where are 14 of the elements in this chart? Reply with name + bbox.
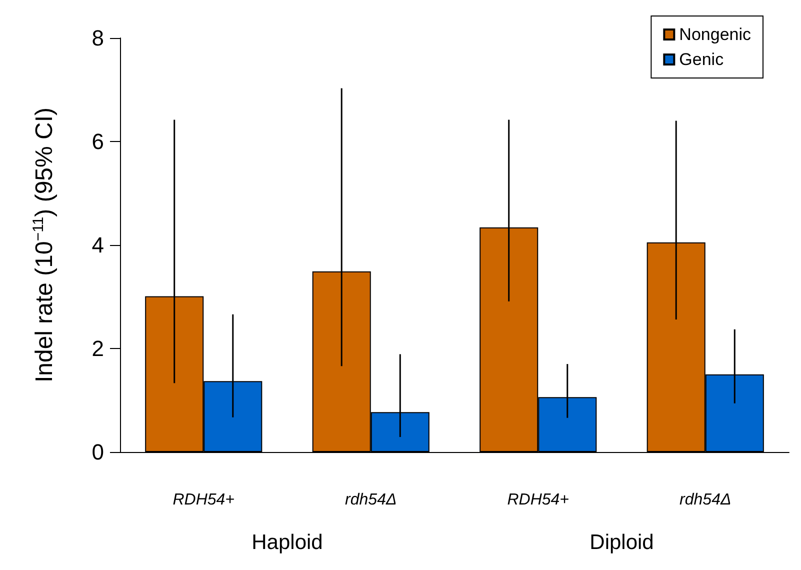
legend-label: Nongenic	[679, 25, 752, 44]
text: Diploid	[590, 531, 654, 554]
y-tick-label: 2	[92, 336, 104, 361]
y-axis-title: Indel rate (10−11) (95% CI)	[30, 107, 58, 383]
y-tick-label: 4	[92, 232, 104, 258]
x-tick-label: RDH54+	[507, 492, 570, 508]
y-tick-label: 6	[92, 129, 104, 154]
text: Haploid	[252, 531, 323, 554]
x-tick-label: rdh54Δ	[345, 492, 397, 508]
x-tick-label: rdh54Δ	[680, 492, 732, 508]
y-tick-label: 8	[92, 26, 104, 50]
y-tick-label: 0	[92, 440, 104, 464]
legend-label: Genic	[679, 50, 724, 69]
x-tick-label: RDH54+	[172, 492, 235, 508]
